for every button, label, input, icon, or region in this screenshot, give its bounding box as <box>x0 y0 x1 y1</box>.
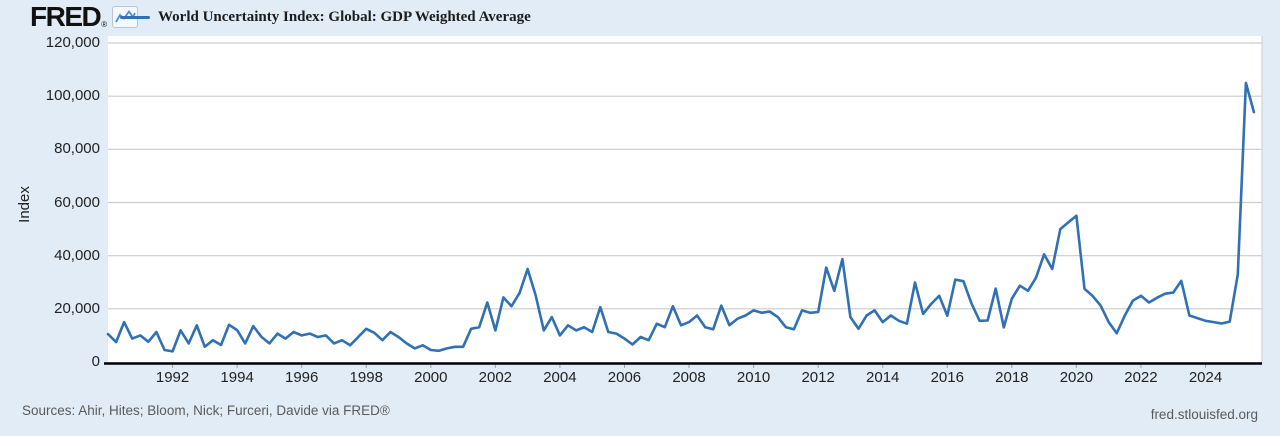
uncertainty-index-line <box>106 81 1256 353</box>
y-tick-label: 20,000 <box>54 299 100 317</box>
x-tick-label: 1996 <box>284 369 319 386</box>
y-tick-label: 40,000 <box>54 246 100 264</box>
x-tick-label: 2014 <box>866 369 900 386</box>
chart-header: FRED ® World Uncertainty Index: Global: G… <box>0 0 1280 34</box>
x-tick-label: 2000 <box>414 369 448 386</box>
fred-logo[interactable]: FRED ® <box>30 1 139 32</box>
registered-mark: ® <box>101 20 108 29</box>
series-color-swatch <box>120 16 150 19</box>
x-tick-label: 2008 <box>672 369 706 386</box>
y-tick-label: 100,000 <box>45 87 100 105</box>
x-tick-label: 2022 <box>1124 369 1158 386</box>
sources-note: Sources: Ahir, Hites; Bloom, Nick; Furce… <box>22 403 390 418</box>
x-tick-label: 1998 <box>349 369 383 386</box>
x-tick-label: 2018 <box>995 369 1029 386</box>
fred-logo-text: FRED <box>30 1 102 32</box>
x-tick-label: 2006 <box>607 369 642 386</box>
y-tick-label: 0 <box>91 353 100 370</box>
x-tick-label: 2012 <box>801 369 835 386</box>
y-tick-label: 120,000 <box>45 34 100 51</box>
x-tick-label: 2024 <box>1188 369 1223 386</box>
site-link[interactable]: fred.stlouisfed.org <box>1150 407 1258 422</box>
x-tick-label: 2004 <box>543 369 577 386</box>
x-tick-label: 1994 <box>220 369 254 386</box>
x-tick-label: 2002 <box>478 369 513 386</box>
y-tick-label: 60,000 <box>54 193 100 211</box>
y-tick-label: 80,000 <box>54 140 100 158</box>
x-tick-label: 2010 <box>736 369 771 386</box>
series-title: World Uncertainty Index: Global: GDP Wei… <box>158 9 531 25</box>
series-legend: World Uncertainty Index: Global: GDP Wei… <box>120 9 531 26</box>
x-tick-label: 2020 <box>1059 369 1094 386</box>
x-tick-label: 2016 <box>930 369 964 386</box>
plot-background <box>108 36 1262 362</box>
x-tick-label: 1992 <box>155 369 190 386</box>
